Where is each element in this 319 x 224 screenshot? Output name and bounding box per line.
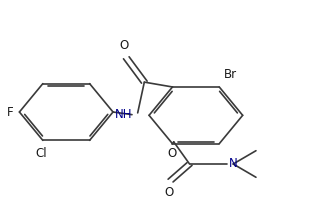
Text: Cl: Cl (35, 147, 47, 160)
Text: NH: NH (115, 108, 132, 121)
Text: O: O (119, 39, 128, 52)
Text: F: F (7, 106, 14, 118)
Text: Br: Br (224, 69, 237, 82)
Text: O: O (167, 147, 177, 160)
Text: O: O (164, 186, 174, 199)
Text: N: N (229, 157, 238, 170)
